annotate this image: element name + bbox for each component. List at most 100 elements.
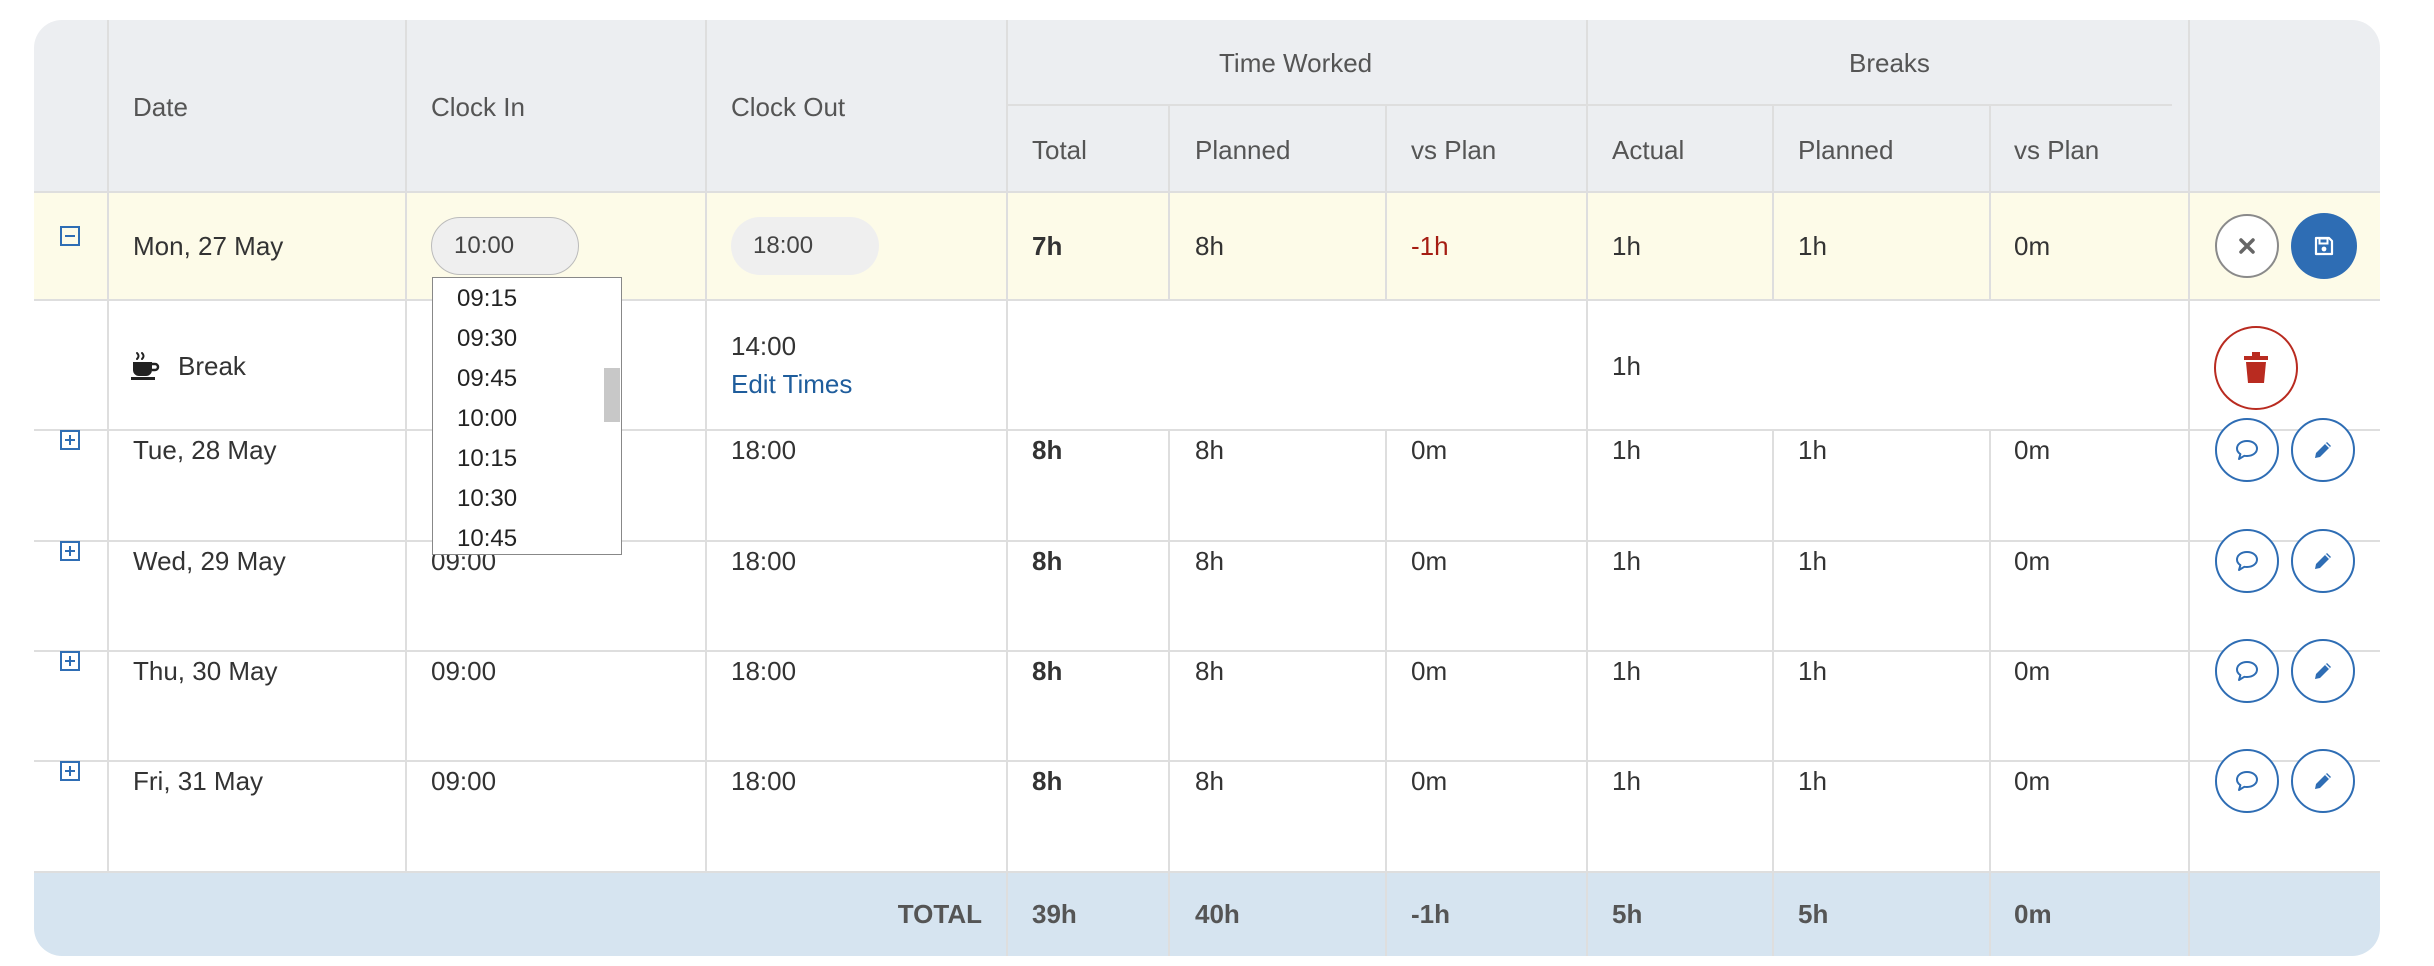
row-clock-out: 18:00	[731, 435, 797, 465]
break-actual: 1h	[1612, 351, 1641, 381]
row-break-planned: 1h	[1798, 435, 1827, 465]
total-label: TOTAL	[897, 899, 982, 929]
editing-row-total: 7h	[1032, 231, 1063, 261]
header-breaks: Breaks	[1849, 48, 1930, 78]
close-icon	[2239, 238, 2255, 254]
row-vs-plan: 0m	[1411, 435, 1448, 465]
timesheet-table: Date Clock In Clock Out Time Worked Brea…	[34, 20, 2380, 956]
edit-button[interactable]	[2291, 749, 2355, 813]
delete-break-button[interactable]	[2214, 326, 2298, 410]
header-break-vs-plan: vs Plan	[2014, 135, 2100, 165]
row-total: 8h	[1032, 766, 1063, 796]
header-planned: Planned	[1195, 135, 1291, 165]
floppy-disk-icon	[2314, 236, 2334, 256]
total-break-vs-plan: 0m	[2014, 899, 2052, 929]
editing-row-break-actual: 1h	[1612, 231, 1641, 261]
speech-bubble-icon	[2236, 661, 2258, 681]
header-total: Total	[1032, 135, 1087, 165]
expand-row-icon[interactable]	[60, 651, 80, 671]
row-planned: 8h	[1195, 656, 1224, 686]
row-clock-in: 09:00	[431, 656, 497, 686]
total-break-actual: 5h	[1612, 899, 1643, 929]
dropdown-option[interactable]: 09:30	[457, 325, 518, 352]
clock-in-select[interactable]: 10:00	[431, 217, 579, 275]
editing-row-break-planned: 1h	[1798, 231, 1827, 261]
pencil-icon	[2315, 442, 2331, 458]
pencil-icon	[2315, 663, 2331, 679]
pencil-icon	[2315, 553, 2331, 569]
row-break-planned: 1h	[1798, 546, 1827, 576]
row-clock-out: 18:00	[731, 546, 797, 576]
pencil-icon	[2315, 773, 2331, 789]
dropdown-scrollbar[interactable]	[604, 368, 620, 422]
row-clock-out: 18:00	[731, 656, 797, 686]
row-total: 8h	[1032, 656, 1063, 686]
clock-in-dropdown-list[interactable]: 09:15 09:30 09:45 10:00 10:15 10:30 10:45	[432, 277, 622, 555]
speech-bubble-icon	[2236, 771, 2258, 791]
comment-button[interactable]	[2215, 749, 2279, 813]
collapse-row-icon[interactable]	[60, 226, 80, 246]
row-break-actual: 1h	[1612, 656, 1641, 686]
total-worked: 39h	[1032, 899, 1077, 929]
editing-row-break-vs-plan: 0m	[2014, 231, 2051, 261]
edit-button[interactable]	[2291, 529, 2355, 593]
editing-row-vs-plan: -1h	[1411, 231, 1449, 261]
dropdown-option[interactable]: 10:15	[457, 445, 518, 472]
row-planned: 8h	[1195, 546, 1224, 576]
dropdown-option[interactable]: 10:45	[457, 525, 518, 552]
clock-out-input[interactable]: 18:00	[731, 217, 879, 275]
row-date: Fri, 31 May	[133, 766, 264, 796]
row-vs-plan: 0m	[1411, 656, 1448, 686]
row-break-vs-plan: 0m	[2014, 766, 2051, 796]
header-clock-in: Clock In	[431, 92, 525, 122]
dropdown-option[interactable]: 09:45	[457, 365, 518, 392]
row-total: 8h	[1032, 546, 1063, 576]
row-date: Wed, 29 May	[133, 546, 286, 576]
row-break-actual: 1h	[1612, 766, 1641, 796]
row-break-vs-plan: 0m	[2014, 435, 2051, 465]
edit-button[interactable]	[2291, 418, 2355, 482]
dropdown-option[interactable]: 10:30	[457, 485, 518, 512]
break-label: Break	[178, 351, 246, 381]
header-vs-plan: vs Plan	[1411, 135, 1497, 165]
edit-times-link[interactable]: Edit Times	[731, 369, 853, 399]
row-planned: 8h	[1195, 766, 1224, 796]
cancel-button[interactable]	[2215, 214, 2279, 278]
row-vs-plan: 0m	[1411, 546, 1448, 576]
header-time-worked: Time Worked	[1219, 48, 1373, 78]
edit-button[interactable]	[2291, 639, 2355, 703]
header-break-actual: Actual	[1612, 135, 1685, 165]
expand-row-icon[interactable]	[60, 541, 80, 561]
break-end-time: 14:00	[731, 331, 797, 361]
row-break-actual: 1h	[1612, 435, 1641, 465]
editing-row-date: Mon, 27 May	[133, 231, 284, 261]
editing-row-planned: 8h	[1195, 231, 1224, 261]
row-break-planned: 1h	[1798, 656, 1827, 686]
coffee-cup-icon	[131, 352, 160, 380]
total-planned: 40h	[1195, 899, 1240, 929]
speech-bubble-icon	[2236, 440, 2258, 460]
dropdown-option[interactable]: 09:15	[457, 285, 518, 312]
comment-button[interactable]	[2215, 418, 2279, 482]
row-total: 8h	[1032, 435, 1063, 465]
row-break-vs-plan: 0m	[2014, 546, 2051, 576]
expand-row-icon[interactable]	[60, 430, 80, 450]
dropdown-option[interactable]: 10:00	[457, 405, 518, 432]
expand-row-icon[interactable]	[60, 761, 80, 781]
speech-bubble-icon	[2236, 551, 2258, 571]
header-break-planned: Planned	[1798, 135, 1894, 165]
row-planned: 8h	[1195, 435, 1224, 465]
table-header	[34, 20, 2380, 192]
save-button[interactable]	[2291, 213, 2357, 279]
row-vs-plan: 0m	[1411, 766, 1448, 796]
comment-button[interactable]	[2215, 529, 2279, 593]
row-clock-in: 09:00	[431, 766, 497, 796]
row-date: Tue, 28 May	[133, 435, 277, 465]
total-vs-plan: -1h	[1411, 899, 1450, 929]
row-date: Thu, 30 May	[133, 656, 278, 686]
row-clock-out: 18:00	[731, 766, 797, 796]
comment-button[interactable]	[2215, 639, 2279, 703]
row-break-planned: 1h	[1798, 766, 1827, 796]
total-break-planned: 5h	[1798, 899, 1829, 929]
